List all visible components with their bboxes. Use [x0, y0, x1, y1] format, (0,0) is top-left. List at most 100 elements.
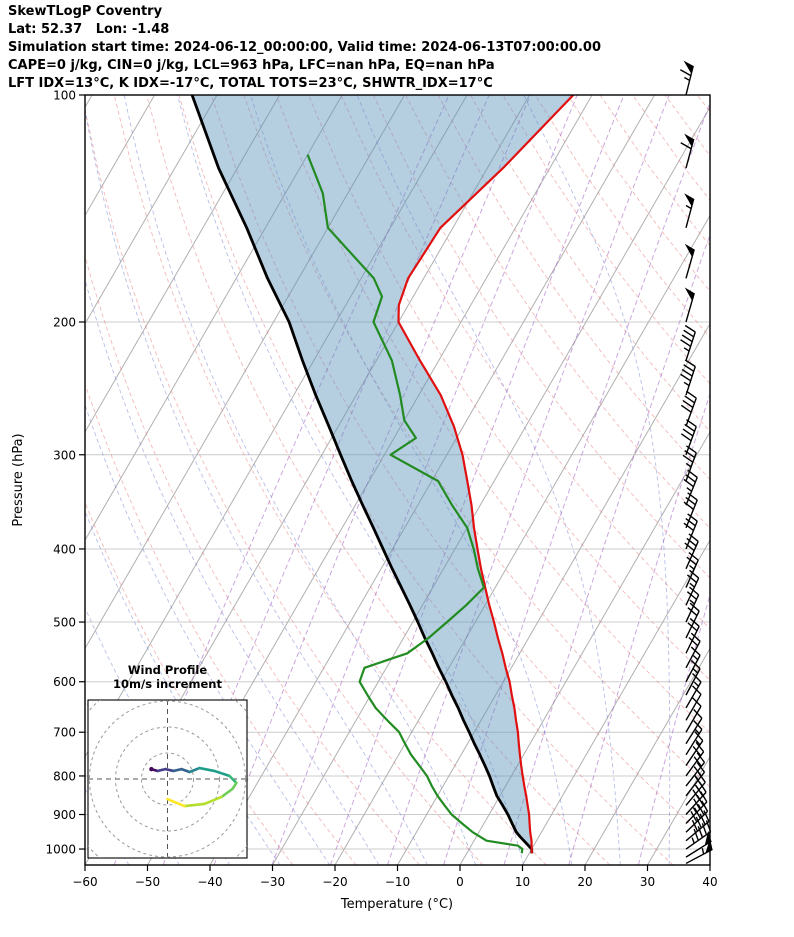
- wind-barb: [685, 800, 709, 833]
- profile-curves: [190, 95, 575, 854]
- wind-barb: [684, 287, 695, 323]
- hodograph-trace-segment: [228, 774, 238, 785]
- temperature-tick-label: −30: [260, 875, 285, 889]
- wind-barb: [684, 533, 699, 570]
- wind-barb: [685, 752, 706, 787]
- hodograph-title-line-2: 10m/s increment: [113, 677, 222, 691]
- hodograph-inset: [87, 699, 248, 859]
- moist-adiabat: [85, 403, 331, 865]
- wind-barb: [685, 552, 699, 588]
- dry-adiabat: [730, 95, 794, 865]
- hodograph-ring: [115, 726, 220, 832]
- pressure-tick-label: 100: [53, 89, 76, 103]
- isotherm-line: [85, 95, 280, 433]
- pressure-tick-label: 300: [53, 448, 76, 462]
- wind-barb: [680, 60, 694, 96]
- cin-shade: [192, 95, 574, 854]
- moist-adiabat: [356, 95, 621, 865]
- dewpoint-curve: [306, 154, 524, 854]
- cin-shade-area: [192, 95, 574, 854]
- isotherm-line: [709, 863, 710, 865]
- hodograph-box: [87, 699, 248, 859]
- temperature-tick-label: 40: [702, 875, 717, 889]
- wind-barb: [680, 390, 697, 427]
- temperature-tick-label: 0: [456, 875, 464, 889]
- pressure-tick-label: 200: [53, 315, 76, 329]
- wind-barb: [680, 133, 695, 169]
- wind-barb: [685, 602, 700, 639]
- hodograph-trace-segment: [183, 802, 206, 808]
- wind-barb: [685, 646, 701, 683]
- temperature-tick-label: 20: [577, 875, 592, 889]
- wind-barb: [683, 492, 698, 529]
- temperature-tick-label: −60: [72, 875, 97, 889]
- dry-adiabat: [437, 95, 710, 481]
- wind-barb: [685, 632, 701, 669]
- hodograph-ring: [141, 752, 194, 806]
- pressure-tick-label: 700: [53, 726, 76, 740]
- moist-adiabat: [177, 95, 525, 865]
- wind-barb: [685, 709, 703, 745]
- mixing-ratio-line: [637, 593, 710, 865]
- dry-adiabat: [85, 107, 484, 865]
- wind-barb: [685, 569, 700, 606]
- hodograph-trace-segment: [180, 767, 191, 774]
- dry-adiabat: [308, 95, 710, 681]
- hodograph-trace-segment: [203, 795, 223, 806]
- hodograph-trace-segment: [220, 787, 234, 799]
- temperature-tick-label: 10: [515, 875, 530, 889]
- dry-adiabat: [210, 95, 710, 843]
- wind-barb: [685, 586, 700, 623]
- pressure-tick-label: 600: [53, 675, 76, 689]
- mixing-ratio-line: [329, 95, 625, 865]
- hodograph-title-line-1: Wind Profile: [127, 663, 208, 677]
- dry-adiabat: [632, 95, 710, 201]
- moist-adiabat: [250, 95, 573, 865]
- temperature-tick-label: −40: [197, 875, 222, 889]
- mixing-ratio-line: [387, 95, 670, 865]
- dry-adiabat: [113, 95, 547, 865]
- isotherm-line: [522, 539, 710, 865]
- wind-barb: [684, 243, 695, 279]
- wind-barb: [680, 359, 696, 396]
- isotherm-line: [85, 95, 343, 542]
- wind-barb: [683, 469, 698, 506]
- hodograph-ring: [89, 700, 246, 858]
- wind-barb: [680, 324, 696, 361]
- isotherm-line: [85, 95, 218, 325]
- dry-adiabat: [275, 95, 710, 734]
- dry-adiabat: [178, 95, 674, 865]
- dry-adiabat: [146, 95, 611, 865]
- isotherm-line: [209, 95, 655, 865]
- dry-adiabat: [502, 95, 710, 385]
- hodograph-trace-segment: [213, 769, 231, 778]
- temperature-tick-label: −20: [322, 875, 347, 889]
- wind-barb: [685, 741, 705, 777]
- hodograph-trace-segment: [156, 767, 167, 773]
- pressure-tick-label: 1000: [45, 843, 76, 857]
- temperature-tick-label: 30: [640, 875, 655, 889]
- mixing-ratio-line: [568, 392, 710, 865]
- isotherm-line: [334, 214, 710, 865]
- title-line-2: Lat: 52.37 Lon: -1.48: [8, 22, 170, 37]
- isotherm-line: [584, 647, 710, 865]
- title-line-3: Simulation start time: 2024-06-12_00:00:…: [8, 40, 601, 55]
- hodograph-trace-segment: [172, 767, 183, 773]
- x-axis-label: Temperature (°C): [340, 897, 453, 912]
- temperature-tick-label: −50: [135, 875, 160, 889]
- title-line-5: LFT IDX=13°C, K IDX=-17°C, TOTAL TOTS=23…: [8, 76, 493, 91]
- temperature-curve: [397, 95, 575, 854]
- pressure-tick-label: 500: [53, 616, 76, 630]
- dry-adiabat: [470, 95, 710, 432]
- pressure-tick-label: 400: [53, 542, 76, 556]
- isotherm-line: [85, 95, 405, 650]
- temperature-tick-label: −10: [385, 875, 410, 889]
- hodograph-trace-segment: [164, 767, 175, 773]
- pressure-tick-label: 800: [53, 769, 76, 783]
- hodograph-trace-segment: [166, 797, 186, 808]
- hodograph-trace-segment: [198, 766, 216, 773]
- dry-adiabat: [85, 501, 294, 865]
